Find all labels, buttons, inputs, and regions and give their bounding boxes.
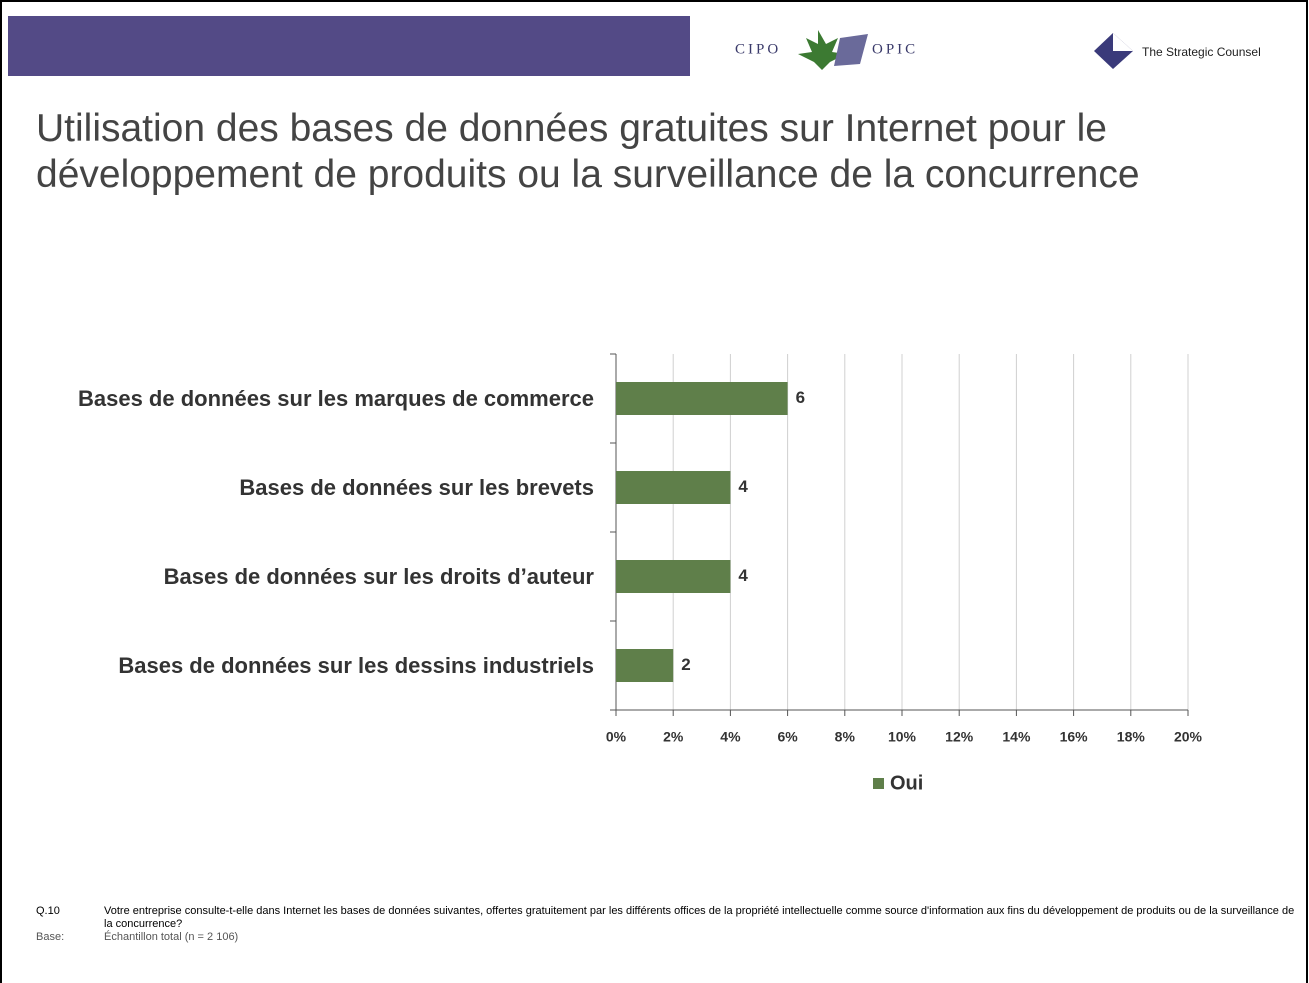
y-tick-label: Bases de données sur les dessins industr… [118, 653, 594, 678]
brand-icon [1113, 33, 1133, 51]
bar [616, 649, 674, 682]
value-label: 4 [738, 566, 748, 585]
category-row: Bases de données sur les droits d’auteur [60, 537, 594, 617]
category-row: Bases de données sur les dessins industr… [60, 626, 594, 706]
header-band [8, 16, 690, 76]
bar [616, 471, 731, 504]
x-tick-label: 16% [1060, 729, 1089, 745]
category-row: Bases de données sur les marques de comm… [60, 359, 594, 439]
value-label: 4 [738, 477, 748, 496]
logo-text: OPIC [872, 41, 918, 57]
x-tick-label: 6% [777, 729, 798, 745]
x-tick-label: 20% [1174, 729, 1203, 745]
plot: 0% 2% 4% 6% 8% 10% 12% 14% 16% 18% 20% 6 4 4 2 Oui [606, 353, 1203, 794]
logo-grid [834, 34, 868, 66]
value-label: 2 [681, 655, 690, 674]
question: Votre entreprise consulte-t-elle dans In… [104, 905, 1295, 930]
x-tick-label: 0% [606, 729, 627, 745]
x-tick-label: 2% [663, 729, 684, 745]
x-tick-label: 8% [835, 729, 856, 745]
x-tick-label: 14% [1002, 729, 1031, 745]
y-tick-label: Bases de données sur les marques de comm… [77, 386, 594, 411]
y-tick-label: Bases de données sur les brevets [239, 475, 594, 500]
value-label: 6 [796, 388, 805, 407]
maple-leaf [798, 30, 846, 70]
bar [616, 382, 788, 415]
base: Échantillon total (n = 2 106) [104, 931, 239, 943]
x-tick-label: 10% [888, 729, 917, 745]
y-tick-label: Bases de données sur les droits d’auteur [163, 564, 594, 589]
legend-label: Oui [890, 772, 923, 794]
category-row: Bases de données sur les brevets [60, 448, 594, 528]
question-number: Q.10 [36, 905, 60, 917]
chart-title: Utilisation des bases de données gratuit… [36, 107, 1140, 196]
x-tick-label: 4% [720, 729, 741, 745]
x-tick-label: 12% [945, 729, 974, 745]
bar [616, 560, 731, 593]
base-label: Base: [36, 931, 65, 943]
logo-text: CIPO [735, 41, 781, 57]
x-tick-label: 18% [1117, 729, 1146, 745]
legend-swatch [873, 778, 884, 789]
brand-text: The Strategic Counsel [1142, 45, 1261, 59]
